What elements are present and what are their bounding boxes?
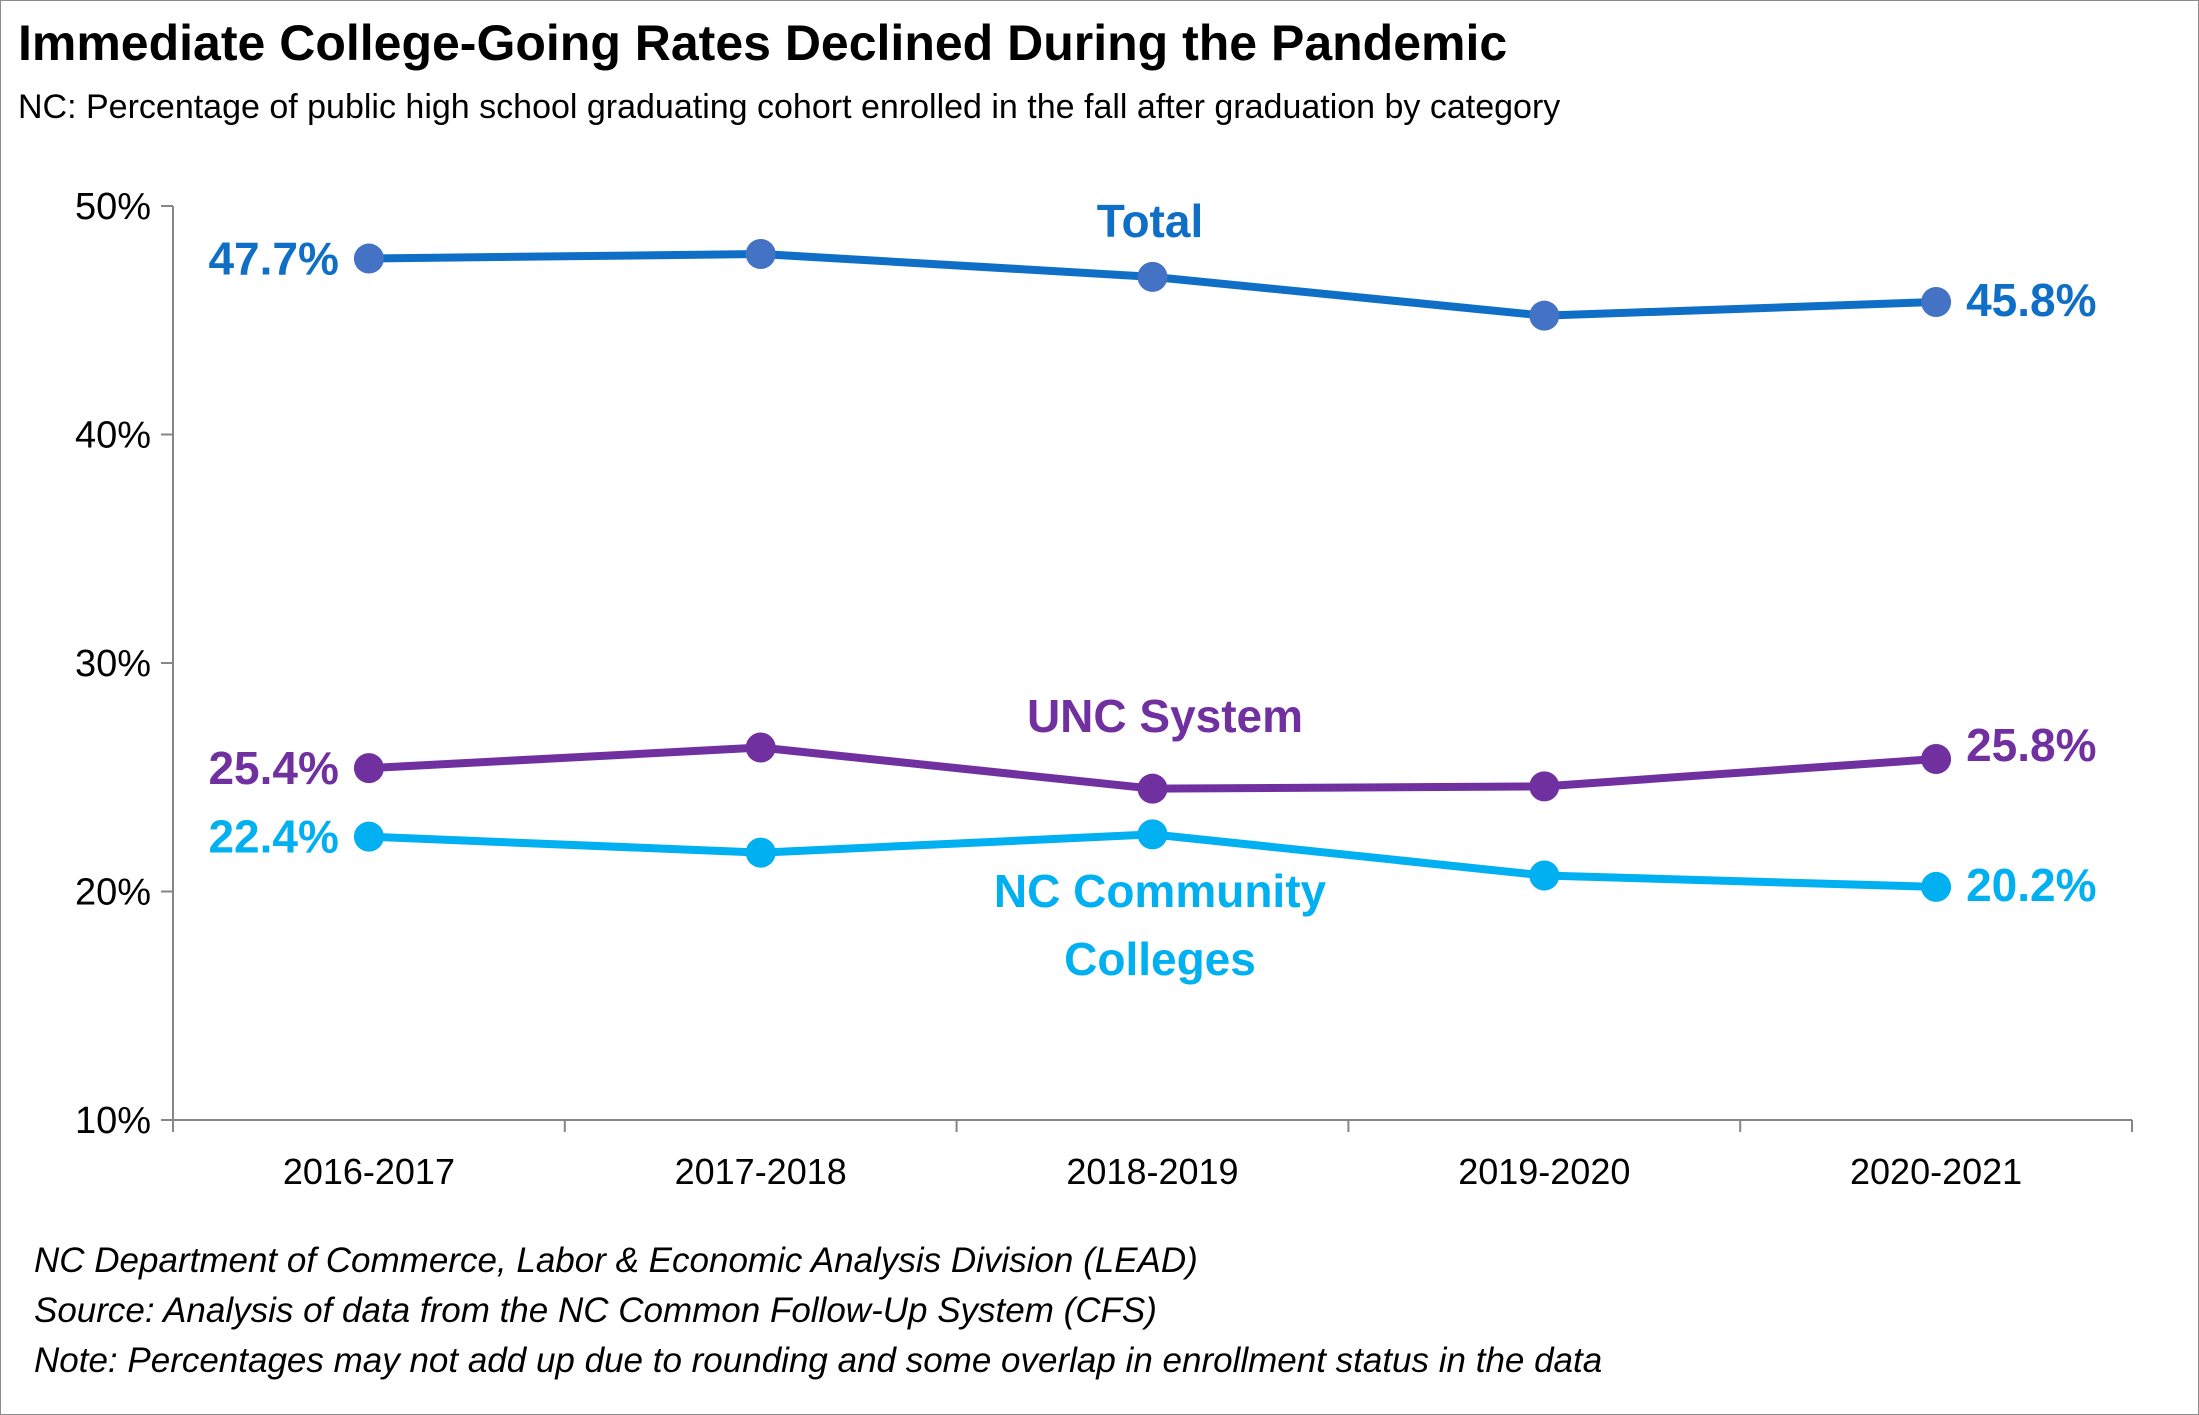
data-point bbox=[1921, 871, 1952, 902]
chart-title: Immediate College-Going Rates Declined D… bbox=[18, 15, 1508, 71]
series-name-label: Total bbox=[1097, 195, 1203, 247]
chart-axes: 10% 20% 30% 40% 50% 2016-2017 2017-2018 2018-20… bbox=[75, 186, 2133, 1192]
chart-subtitle: NC: Percentage of public high school gra… bbox=[18, 88, 1561, 126]
data-point bbox=[353, 821, 384, 852]
note-line-source: Source: Analysis of data from the NC Com… bbox=[34, 1291, 1157, 1330]
data-point bbox=[1529, 771, 1560, 802]
series-name-label: NC Community bbox=[994, 865, 1327, 917]
data-point bbox=[1529, 300, 1560, 331]
data-point bbox=[1137, 773, 1168, 804]
data-point bbox=[1921, 286, 1952, 317]
data-label-first: 22.4% bbox=[208, 811, 338, 863]
data-point bbox=[1137, 261, 1168, 292]
labels-layer: 47.7% 45.8% Total 25.4% 25.8% UNC System 22.4%… bbox=[208, 195, 2096, 985]
x-tick-label: 2018-2019 bbox=[1066, 1151, 1238, 1192]
data-label-last: 25.8% bbox=[1966, 719, 2096, 771]
line-chart: 10% 20% 30% 40% 50% 2016-2017 2017-2018 2018-20… bbox=[75, 186, 2133, 1192]
data-point bbox=[745, 837, 776, 868]
y-tick-label: 50% bbox=[75, 186, 151, 228]
data-label-first: 47.7% bbox=[208, 233, 338, 285]
x-tick-label: 2019-2020 bbox=[1458, 1151, 1630, 1192]
series-name-label: UNC System bbox=[1027, 690, 1303, 742]
x-tick-label: 2020-2021 bbox=[1850, 1151, 2022, 1192]
data-point bbox=[745, 732, 776, 763]
data-point bbox=[1137, 819, 1168, 850]
data-label-last: 20.2% bbox=[1966, 859, 2096, 911]
data-point bbox=[353, 753, 384, 784]
series-nc-community-colleges bbox=[353, 819, 1952, 902]
y-tick-label: 20% bbox=[75, 872, 151, 914]
data-label-first: 25.4% bbox=[208, 742, 338, 794]
series-total bbox=[353, 238, 1952, 331]
series-name-label: Colleges bbox=[1064, 933, 1256, 985]
note-line-lead: NC Department of Commerce, Labor & Econo… bbox=[34, 1241, 1198, 1280]
y-tick-label: 10% bbox=[75, 1100, 151, 1142]
data-point bbox=[745, 238, 776, 269]
data-point bbox=[1921, 743, 1952, 774]
series-layer bbox=[353, 238, 1952, 902]
data-point bbox=[1529, 860, 1560, 891]
data-label-last: 45.8% bbox=[1966, 274, 2096, 326]
y-tick-label: 40% bbox=[75, 415, 151, 457]
chart-notes: NC Department of Commerce, Labor & Econo… bbox=[34, 1236, 1602, 1386]
data-point bbox=[353, 243, 384, 274]
y-tick-label: 30% bbox=[75, 643, 151, 685]
x-tick-label: 2016-2017 bbox=[283, 1151, 455, 1192]
note-line-rounding: Note: Percentages may not add up due to … bbox=[34, 1341, 1603, 1380]
x-tick-label: 2017-2018 bbox=[675, 1151, 847, 1192]
series-unc-system bbox=[353, 732, 1952, 804]
